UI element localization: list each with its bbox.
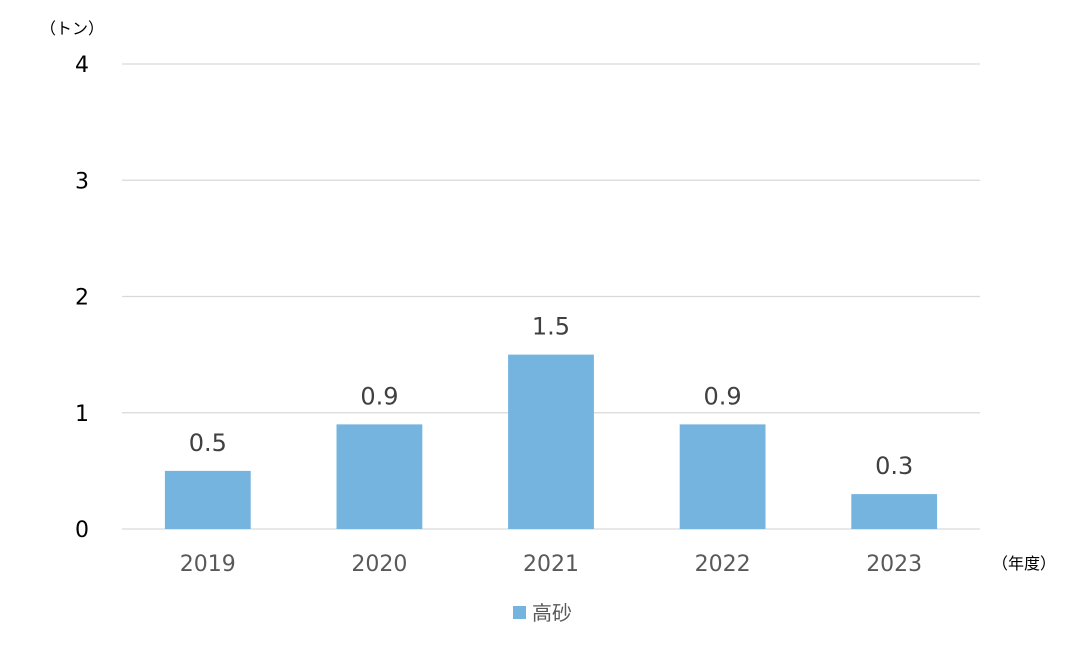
legend-label-takasago: 高砂 [532, 601, 572, 625]
y-tick-label-2: 2 [75, 286, 89, 311]
bar-2019 [164, 470, 251, 529]
x-axis-unit-label: （年度） [992, 554, 1056, 573]
data-label-2021: 1.5 [532, 313, 570, 341]
bar-2022 [679, 424, 766, 529]
bar-2023 [851, 494, 938, 529]
y-tick-label-1: 1 [75, 402, 89, 427]
y-axis-unit-label: （トン） [40, 19, 104, 38]
legend: 高砂 [513, 601, 572, 625]
data-label-2019: 0.5 [189, 429, 227, 457]
y-tick-label-0: 0 [75, 518, 89, 543]
data-label-2022: 0.9 [704, 382, 742, 410]
gridlines [122, 63, 980, 530]
x-axis-ticks: 2019 2020 2021 2022 2023 [180, 552, 922, 577]
x-tick-label-2020: 2020 [351, 552, 407, 577]
x-tick-label-2021: 2021 [523, 552, 579, 577]
y-axis-ticks: 0 1 2 3 4 [75, 53, 89, 543]
x-tick-label-2019: 2019 [180, 552, 236, 577]
y-tick-label-3: 3 [75, 169, 89, 194]
data-label-2023: 0.3 [875, 452, 913, 480]
data-label-2020: 0.9 [360, 382, 398, 410]
legend-swatch-takasago [513, 606, 526, 619]
bars [164, 354, 938, 529]
x-tick-label-2022: 2022 [695, 552, 751, 577]
y-tick-label-4: 4 [75, 53, 89, 78]
data-labels: 0.5 0.9 1.5 0.9 0.3 [189, 313, 914, 481]
bar-2020 [336, 424, 423, 529]
x-tick-label-2023: 2023 [866, 552, 922, 577]
bar-2021 [508, 354, 594, 529]
